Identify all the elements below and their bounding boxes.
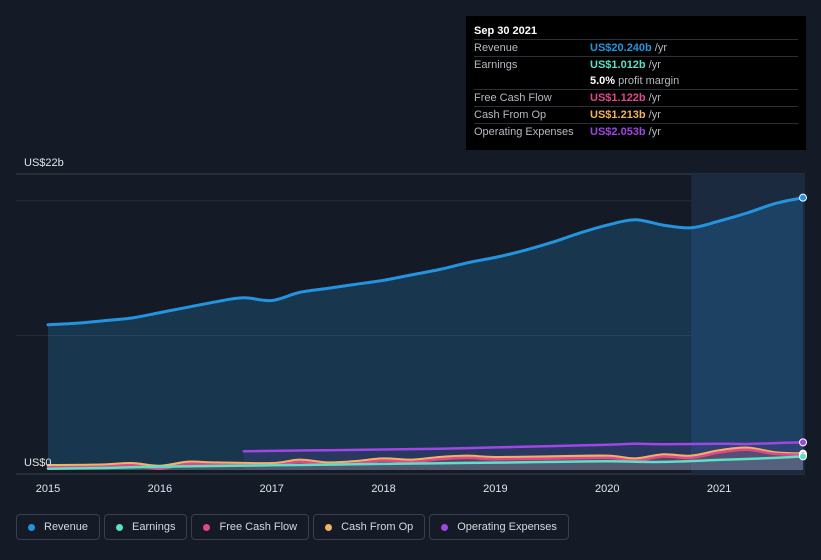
legend-label: Cash From Op: [341, 521, 414, 533]
tooltip-row: Operating Expenses US$2.053b/yr: [474, 123, 798, 140]
gridlines: [16, 173, 805, 475]
tooltip-row: Free Cash Flow US$1.122b/yr: [474, 89, 798, 106]
x-tick-label: 2016: [148, 483, 172, 495]
legend-label: Free Cash Flow: [219, 521, 298, 533]
legend-dot-icon: [28, 523, 35, 531]
legend-label: Earnings: [132, 521, 176, 533]
x-axis-ticks: 2015 2016 2017 2018 2019 2020 2021: [36, 483, 732, 495]
tooltip-row: 5.0% profit margin: [474, 73, 798, 89]
legend-item-operating-expenses[interactable]: Operating Expenses: [429, 514, 569, 540]
y-axis-top-label: US$22b: [24, 157, 64, 169]
series-layer: [46, 193, 807, 470]
tooltip-row-label: Earnings: [474, 59, 518, 71]
legend-label: Operating Expenses: [457, 521, 557, 533]
x-tick-label: 2021: [707, 483, 731, 495]
tooltip-row-value: 5.0%: [590, 75, 616, 87]
tooltip-row-label: [474, 73, 590, 89]
series-line-revenue: [46, 196, 805, 327]
x-tick-label: 2015: [36, 483, 60, 495]
tooltip-row-unit: /yr: [648, 59, 661, 71]
legend-item-revenue[interactable]: Revenue: [16, 514, 101, 540]
tooltip-row-value: US$2.053b: [590, 126, 646, 138]
tooltip-rows: Revenue US$20.240b/yr Earnings US$1.012b/yr…: [474, 39, 798, 140]
legend-dot-icon: [116, 523, 124, 531]
series-line-earnings: [46, 455, 805, 470]
tooltip-row-unit: profit margin: [618, 75, 680, 87]
series-end-point-operating-expenses: [799, 438, 807, 447]
legend-dot-icon: [441, 523, 449, 531]
tooltip-row-label: Revenue: [474, 42, 519, 54]
tooltip-row: Revenue US$20.240b/yr: [474, 39, 798, 56]
x-tick-label: 2018: [371, 483, 395, 495]
series-area-revenue: [48, 197, 803, 470]
x-tick-label: 2020: [595, 483, 619, 495]
tooltip-row-value: US$1.012b: [590, 59, 646, 71]
legend-label: Revenue: [44, 521, 89, 533]
series-end-point-earnings: [799, 452, 807, 461]
tooltip-row-unit: /yr: [648, 126, 661, 138]
tooltip-row: Earnings US$1.012b/yr: [474, 56, 798, 73]
tooltip-row-value: US$1.122b: [590, 92, 646, 104]
x-tick-label: 2019: [483, 483, 507, 495]
series-line-free-cash-flow: [46, 448, 805, 470]
y-axis-bottom-label: US$0: [24, 457, 52, 469]
tooltip-row-label: Operating Expenses: [474, 126, 574, 138]
legend-item-free-cash-flow[interactable]: Free Cash Flow: [191, 514, 310, 540]
tooltip-row-unit: /yr: [654, 42, 667, 54]
tooltip-row-value: US$20.240b: [590, 42, 652, 54]
legend-item-earnings[interactable]: Earnings: [104, 514, 188, 540]
series-line-operating-expenses: [242, 441, 805, 453]
tooltip-panel: Sep 30 2021 Revenue US$20.240b/yr Earnings…: [466, 16, 806, 150]
legend-dot-icon: [203, 523, 211, 531]
series-line-cash-from-op: [46, 446, 805, 468]
tooltip-row-unit: /yr: [648, 92, 661, 104]
tooltip-row-label: Free Cash Flow: [474, 92, 552, 104]
chart-area: US$22b US$0 2015 2016 2017 2018 2019 2020 2021: [16, 157, 807, 495]
legend-dot-icon: [325, 523, 333, 531]
tooltip-row-unit: /yr: [648, 109, 661, 121]
series-end-point-revenue: [799, 193, 807, 202]
legend-item-cash-from-op[interactable]: Cash From Op: [313, 514, 426, 540]
tooltip-row-value: US$1.213b: [590, 109, 646, 121]
tooltip-row-label: Cash From Op: [474, 109, 547, 121]
series-area-free-cash-flow: [48, 449, 803, 470]
legend: Revenue Earnings Free Cash Flow Cash From O…: [16, 514, 569, 540]
tooltip-row: Cash From Op US$1.213b/yr: [474, 106, 798, 123]
tooltip-date: Sep 30 2021: [474, 25, 537, 37]
x-tick-label: 2017: [259, 483, 283, 495]
